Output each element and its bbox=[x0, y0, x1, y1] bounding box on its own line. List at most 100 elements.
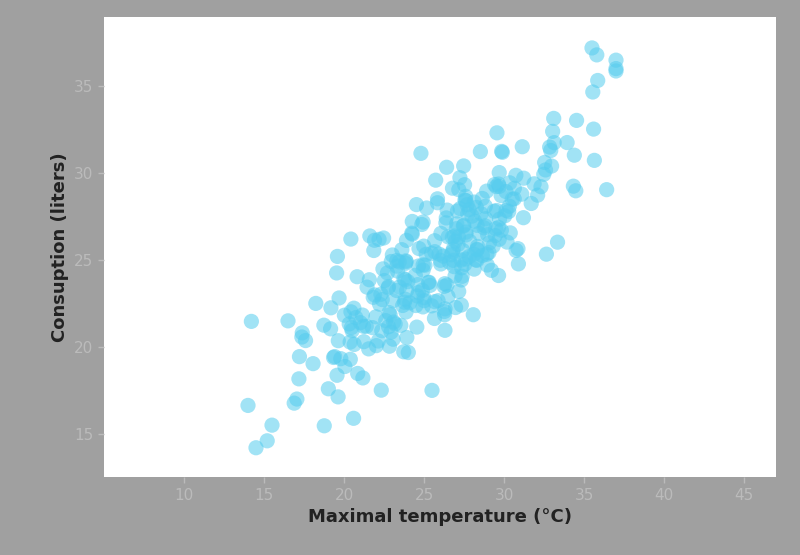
Point bbox=[459, 196, 472, 205]
Point bbox=[318, 421, 330, 430]
Point bbox=[310, 299, 322, 308]
Point bbox=[490, 128, 503, 137]
Point bbox=[415, 220, 428, 229]
Point bbox=[587, 125, 600, 134]
Point bbox=[347, 304, 360, 312]
Point bbox=[368, 290, 381, 299]
Point bbox=[547, 114, 560, 123]
Point bbox=[345, 307, 358, 316]
Point bbox=[370, 312, 382, 321]
Point bbox=[493, 182, 506, 191]
Point bbox=[245, 317, 258, 326]
Point bbox=[538, 170, 550, 179]
Point bbox=[462, 205, 475, 214]
Point bbox=[398, 274, 410, 283]
Point bbox=[296, 329, 309, 337]
Point bbox=[293, 352, 306, 361]
Point bbox=[384, 310, 397, 319]
Point bbox=[351, 369, 364, 378]
Point bbox=[411, 280, 424, 289]
Point bbox=[372, 336, 385, 345]
Point bbox=[418, 242, 430, 251]
Point bbox=[470, 245, 483, 254]
Point bbox=[394, 321, 407, 330]
Point bbox=[443, 258, 456, 267]
Point bbox=[434, 256, 446, 265]
Point bbox=[490, 224, 502, 233]
Point bbox=[538, 158, 551, 167]
Point bbox=[482, 230, 494, 239]
Point bbox=[412, 288, 425, 297]
Point bbox=[503, 202, 516, 211]
Point bbox=[446, 184, 459, 193]
Point bbox=[442, 233, 454, 241]
Point bbox=[446, 233, 458, 241]
Point bbox=[346, 326, 358, 335]
Point bbox=[544, 146, 557, 155]
Point bbox=[412, 261, 425, 270]
Point bbox=[400, 286, 413, 295]
Point bbox=[390, 262, 403, 271]
Point bbox=[393, 258, 406, 266]
Point bbox=[367, 246, 380, 255]
Point bbox=[373, 235, 386, 244]
Point bbox=[347, 414, 360, 423]
Point bbox=[410, 322, 423, 331]
Point bbox=[483, 239, 496, 248]
Point bbox=[440, 214, 453, 223]
Point bbox=[437, 252, 450, 261]
Point bbox=[333, 294, 346, 302]
Point bbox=[318, 321, 330, 330]
Point bbox=[492, 180, 505, 189]
Point bbox=[428, 236, 441, 245]
Point bbox=[600, 185, 613, 194]
Point bbox=[450, 219, 463, 228]
Point bbox=[290, 395, 303, 403]
Point bbox=[470, 221, 483, 230]
Point bbox=[400, 258, 413, 266]
Point bbox=[449, 271, 462, 280]
Point bbox=[400, 236, 413, 245]
Point bbox=[470, 245, 483, 254]
Point bbox=[462, 252, 475, 261]
Point bbox=[382, 308, 395, 317]
Point bbox=[381, 269, 394, 278]
Point bbox=[543, 143, 556, 152]
Point bbox=[386, 335, 399, 344]
Point bbox=[452, 185, 465, 194]
Point bbox=[480, 186, 493, 195]
Point bbox=[390, 256, 403, 265]
Point bbox=[518, 174, 530, 183]
Point bbox=[426, 386, 438, 395]
Point bbox=[382, 282, 395, 291]
Point bbox=[383, 342, 396, 351]
Point bbox=[360, 322, 373, 331]
Point bbox=[462, 209, 474, 218]
Point bbox=[411, 291, 424, 300]
Point bbox=[455, 275, 468, 284]
Point bbox=[495, 147, 508, 156]
Point bbox=[458, 221, 470, 230]
Point bbox=[459, 192, 472, 201]
Point bbox=[499, 187, 512, 196]
Point bbox=[400, 307, 413, 316]
Point bbox=[467, 310, 480, 319]
Point bbox=[398, 275, 411, 284]
Point bbox=[417, 266, 430, 275]
Point bbox=[330, 269, 343, 278]
Point bbox=[378, 276, 390, 285]
Point bbox=[474, 209, 487, 218]
Point bbox=[440, 163, 453, 171]
Point bbox=[327, 353, 340, 362]
Point bbox=[399, 256, 412, 265]
Point bbox=[451, 206, 464, 215]
Point bbox=[561, 138, 574, 147]
Point bbox=[363, 275, 376, 284]
Point bbox=[506, 195, 518, 204]
Point bbox=[493, 215, 506, 224]
Point bbox=[452, 240, 465, 249]
Point bbox=[363, 231, 376, 240]
Point bbox=[498, 211, 511, 220]
Point bbox=[426, 249, 438, 258]
Point bbox=[420, 204, 433, 213]
